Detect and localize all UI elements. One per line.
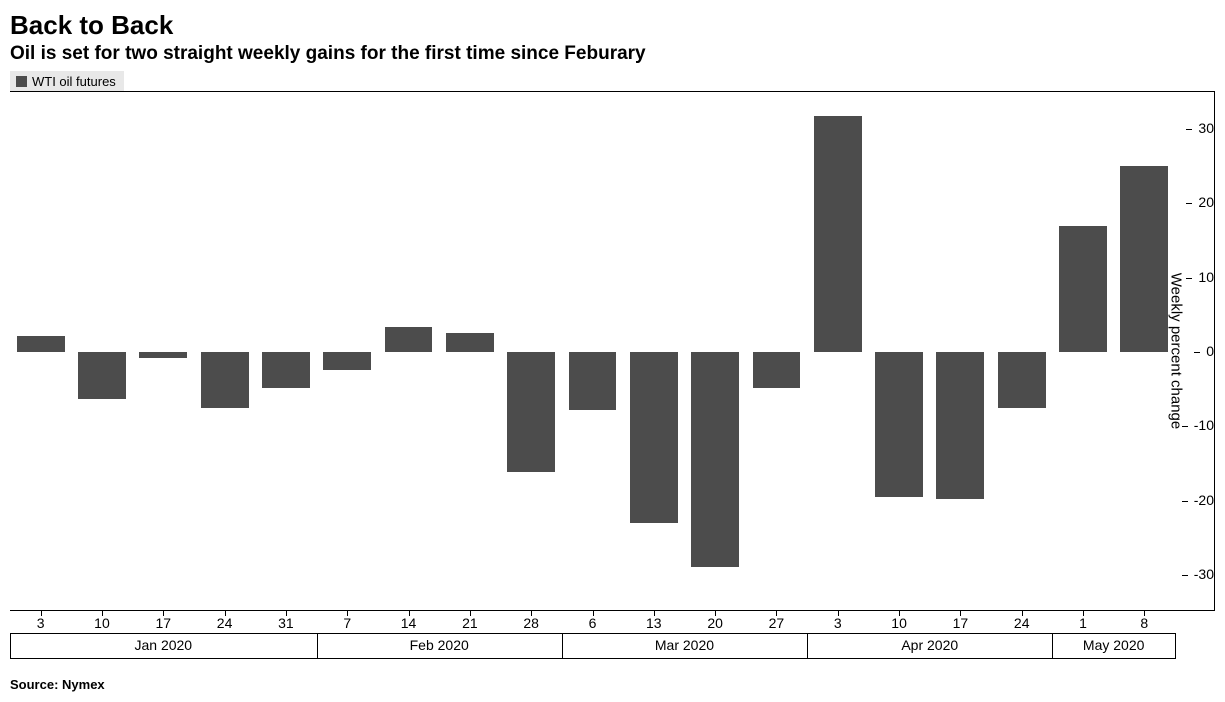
x-day-label: 31 xyxy=(278,615,294,631)
y-tick: 30 xyxy=(1192,121,1214,135)
legend: WTI oil futures xyxy=(10,71,124,92)
x-day-label: 24 xyxy=(1014,615,1030,631)
bar xyxy=(753,352,801,388)
x-day-label: 27 xyxy=(769,615,785,631)
x-axis: 3 10 17 24 31 7 14 21 28 6 13 20 27 3 10 17 24 1 8 Jan 202… xyxy=(10,611,1215,671)
x-month-separator xyxy=(807,633,808,659)
x-month-separator xyxy=(317,633,318,659)
x-month-label: Jan 2020 xyxy=(134,637,192,653)
x-month-label: Apr 2020 xyxy=(901,637,958,653)
x-day-label: 24 xyxy=(217,615,233,631)
bar xyxy=(139,352,187,358)
x-month-row: Jan 2020 Feb 2020 Mar 2020 Apr 2020 May 2020 xyxy=(10,635,1215,659)
plot-area xyxy=(10,92,1174,610)
x-day-label: 17 xyxy=(155,615,171,631)
bar xyxy=(323,352,371,370)
y-tick-label: 20 xyxy=(1192,195,1214,209)
x-day-label: 13 xyxy=(646,615,662,631)
y-tick-label: 0 xyxy=(1200,344,1214,358)
chart-title: Back to Back xyxy=(10,10,1215,41)
chart-container: Back to Back Oil is set for two straight… xyxy=(10,10,1215,692)
y-tick: 10 xyxy=(1192,270,1214,284)
x-day-label: 10 xyxy=(891,615,907,631)
x-day-label: 17 xyxy=(953,615,969,631)
bar xyxy=(691,352,739,567)
x-month-separator xyxy=(1052,633,1053,659)
x-day-label: 21 xyxy=(462,615,478,631)
y-tick-label: 30 xyxy=(1192,121,1214,135)
y-tick: -30 xyxy=(1188,567,1214,581)
x-month-label: Feb 2020 xyxy=(410,637,469,653)
legend-swatch xyxy=(16,76,27,87)
bar xyxy=(998,352,1046,408)
bar xyxy=(875,352,923,497)
bar xyxy=(569,352,617,410)
bar xyxy=(507,352,555,472)
x-day-label: 3 xyxy=(834,615,842,631)
x-day-label: 3 xyxy=(37,615,45,631)
x-day-label: 20 xyxy=(707,615,723,631)
y-tick: 0 xyxy=(1200,344,1214,358)
y-tick-label: -30 xyxy=(1188,567,1214,581)
bar xyxy=(201,352,249,408)
bar xyxy=(1120,166,1168,352)
x-day-row: 3 10 17 24 31 7 14 21 28 6 13 20 27 3 10 17 24 1 8 xyxy=(10,611,1215,635)
x-day-label: 1 xyxy=(1079,615,1087,631)
source-label: Source: Nymex xyxy=(10,677,1215,692)
y-tick-label: -10 xyxy=(1188,418,1214,432)
legend-label: WTI oil futures xyxy=(32,74,116,89)
bar xyxy=(17,336,65,352)
bar xyxy=(1059,226,1107,352)
y-axis-title: Weekly percent change xyxy=(1167,273,1184,429)
bar xyxy=(630,352,678,523)
x-month-label: May 2020 xyxy=(1083,637,1144,653)
x-day-label: 10 xyxy=(94,615,110,631)
bar xyxy=(262,352,310,388)
bar xyxy=(446,333,494,352)
bar xyxy=(936,352,984,499)
chart-subtitle: Oil is set for two straight weekly gains… xyxy=(10,43,1215,65)
bar xyxy=(814,116,862,352)
plot-box: -30 -20 -10 0 10 20 30 Weekly percent change xyxy=(10,91,1215,611)
x-month-separator xyxy=(10,633,11,659)
bar xyxy=(385,327,433,352)
x-month-separator xyxy=(562,633,563,659)
x-day-label: 28 xyxy=(523,615,539,631)
x-day-label: 8 xyxy=(1140,615,1148,631)
y-tick: -10 xyxy=(1188,418,1214,432)
x-day-label: 7 xyxy=(343,615,351,631)
x-day-label: 6 xyxy=(589,615,597,631)
y-tick-label: -20 xyxy=(1188,493,1214,507)
x-month-label: Mar 2020 xyxy=(655,637,714,653)
y-tick-label: 10 xyxy=(1192,270,1214,284)
y-tick: -20 xyxy=(1188,493,1214,507)
x-day-label: 14 xyxy=(401,615,417,631)
bar xyxy=(78,352,126,399)
y-tick: 20 xyxy=(1192,195,1214,209)
